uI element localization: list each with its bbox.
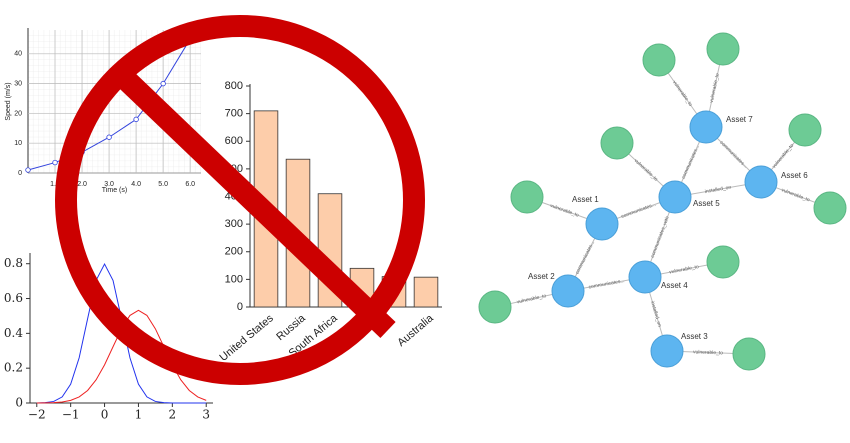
x-tick-label: 6.0 xyxy=(185,181,195,188)
sign-bar xyxy=(108,62,396,338)
prohibition-sign xyxy=(55,15,425,385)
point xyxy=(160,80,166,87)
vulnerability-node xyxy=(706,245,740,279)
x-tick-label: 2 xyxy=(169,408,177,422)
edge-label: installed_on xyxy=(649,300,662,328)
asset-node xyxy=(744,165,778,199)
x-tick-label: 0 xyxy=(101,408,109,422)
vulnerability-node xyxy=(732,337,766,371)
x-axis-label: Time (s) xyxy=(102,187,127,194)
x-tick-label: 2.0 xyxy=(77,181,87,188)
y-tick-label: 300 xyxy=(225,218,243,230)
edge-label: vulnerable_to xyxy=(780,187,810,203)
y-tick-label: 800 xyxy=(225,80,243,92)
edge-label: communicates... xyxy=(621,202,657,220)
x-tick-label: 1 xyxy=(135,408,143,422)
x-tick-label: 3.0 xyxy=(104,181,114,188)
y-axis-label: Speed (m/s) xyxy=(5,82,12,120)
edge-label: vulnerable_to xyxy=(671,80,693,108)
x-tick-label: 5.0 xyxy=(158,181,168,188)
y-tick-label: 100 xyxy=(225,273,243,285)
y-tick-label: 0 xyxy=(237,301,243,313)
y-tick-label: 0.6 xyxy=(4,291,23,305)
asset-node xyxy=(585,207,619,241)
edge-label: vulnerable_to xyxy=(633,158,659,183)
edge-label: vulnerable_to xyxy=(549,203,579,219)
x-tick-label: −2 xyxy=(28,408,46,422)
asset-label: Asset 6 xyxy=(781,171,808,180)
vulnerability-node xyxy=(600,126,634,160)
y-tick-label: 30 xyxy=(14,80,22,87)
point xyxy=(106,134,112,140)
edge-label: vulnerable_to xyxy=(709,73,721,104)
sign-ring xyxy=(55,15,425,385)
y-tick-label: 40 xyxy=(14,51,22,58)
asset-label: Asset 4 xyxy=(661,281,688,290)
edge-label: vulnerable_to xyxy=(516,293,547,305)
x-tick-label: United States xyxy=(217,312,276,364)
x-tick-label: −1 xyxy=(62,408,80,422)
point xyxy=(133,116,139,123)
asset-label: Asset 1 xyxy=(572,195,599,204)
edge-label: communicates... xyxy=(718,140,748,170)
x-tick-label: Australia xyxy=(395,312,436,349)
y-tick-label: 0 xyxy=(18,170,22,177)
edge-label: communicates... xyxy=(574,240,596,275)
edge-label: installed_on xyxy=(704,185,732,196)
y-tick-label: 0.4 xyxy=(4,326,23,340)
point xyxy=(25,167,31,173)
edge-label: vulnerable_to xyxy=(693,349,723,356)
asset-label: Asset 5 xyxy=(693,199,720,208)
y-tick-label: 200 xyxy=(225,246,243,258)
y-tick-label: 10 xyxy=(14,140,22,147)
asset-node xyxy=(628,260,662,294)
y-tick-label: 0.8 xyxy=(4,256,23,270)
y-tick-label: 0 xyxy=(15,396,23,410)
bar xyxy=(413,276,439,308)
point xyxy=(52,159,58,166)
asset-node xyxy=(650,334,684,368)
x-tick-label: 4.0 xyxy=(131,181,141,188)
vulnerability-node xyxy=(813,191,847,225)
edge-label: vulnerable_to xyxy=(771,143,795,170)
minor-grid xyxy=(28,30,201,173)
edge-label: communicates... xyxy=(681,144,701,180)
vulnerability-node xyxy=(788,113,822,147)
x-tick-label: 1.0 xyxy=(50,181,60,188)
asset-label: Asset 3 xyxy=(681,332,708,341)
asset-node xyxy=(689,110,723,144)
vulnerability-node xyxy=(706,32,740,66)
density-chart: 0 0.2 0.4 0.6 0.8 −2 −1 0 1 2 3 xyxy=(4,253,213,422)
asset-node xyxy=(551,274,585,308)
edge-label: vulnerable_to xyxy=(669,264,700,276)
x-tick-label: 3 xyxy=(202,408,210,422)
asset-label: Asset 2 xyxy=(528,272,555,281)
vulnerability-node xyxy=(642,43,676,77)
y-tick-label: 20 xyxy=(14,110,22,117)
network-graph: vulnerable_to vulnerable_to communicates..… xyxy=(478,32,847,371)
edge-label: communicates_with xyxy=(650,215,671,258)
vulnerability-node xyxy=(510,180,544,214)
y-tick-label: 700 xyxy=(225,108,243,120)
asset-node xyxy=(658,180,692,214)
y-tick-label: 600 xyxy=(225,135,243,147)
y-tick-label: 0.2 xyxy=(4,361,23,375)
asset-label: Asset 7 xyxy=(726,115,753,124)
edge-label: communicates... xyxy=(588,278,625,290)
vulnerability-node xyxy=(478,290,512,324)
